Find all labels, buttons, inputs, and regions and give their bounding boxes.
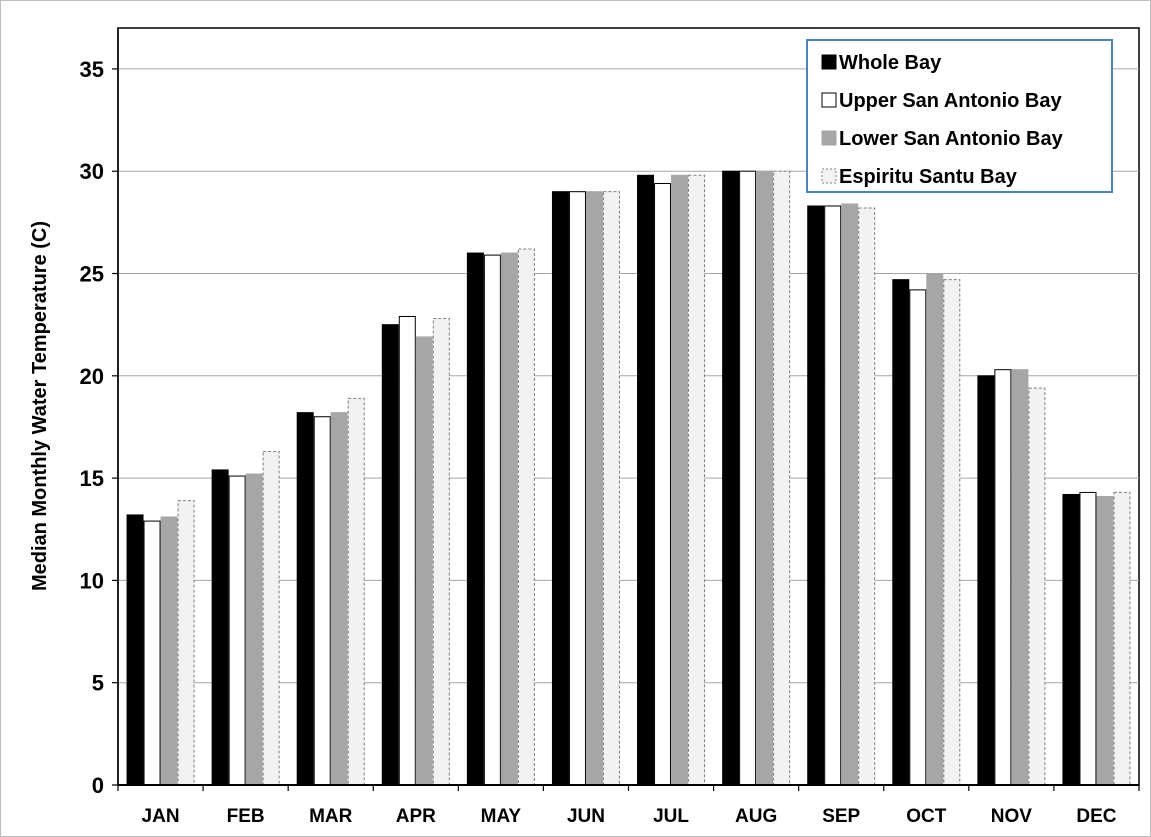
bar-aug-series-2 (739, 170, 757, 786)
bar-dec-series-1 (1062, 493, 1080, 786)
bar-may-series-1 (466, 252, 484, 786)
bar-jun-series-3 (585, 191, 603, 786)
bar-aug-series-3 (756, 170, 774, 786)
bar-sep-series-4 (858, 207, 876, 786)
x-tick-label: JUL (653, 806, 689, 827)
bar-jan-series-1 (126, 514, 144, 786)
y-tick-label: 0 (92, 773, 104, 798)
legend-label: Lower San Antonio Bay (839, 128, 1064, 150)
bar-jul-series-1 (637, 174, 655, 786)
x-tick-label: FEB (227, 806, 265, 827)
y-tick-label: 20 (80, 364, 104, 389)
bar-jun-series-2 (568, 191, 586, 786)
x-tick-label: AUG (735, 806, 777, 827)
bar-aug-series-4 (773, 170, 791, 786)
bar-oct-series-3 (926, 273, 944, 786)
bar-nov-series-3 (1011, 369, 1029, 786)
y-tick-label: 15 (80, 466, 104, 491)
x-tick-label: MAY (481, 806, 522, 827)
bar-jul-series-3 (671, 174, 689, 786)
bar-jan-series-2 (143, 520, 161, 786)
bar-mar-series-2 (313, 416, 331, 786)
y-tick-label: 30 (80, 159, 104, 184)
legend-swatch (821, 54, 837, 70)
x-tick-label: OCT (906, 806, 947, 827)
bar-feb-series-1 (211, 469, 229, 786)
bar-jul-series-2 (654, 182, 672, 786)
bar-feb-series-4 (262, 451, 280, 786)
y-tick-label: 5 (92, 671, 104, 696)
bar-jan-series-4 (177, 500, 195, 786)
x-tick-label: JUN (567, 806, 605, 827)
bar-jul-series-4 (688, 174, 706, 786)
bar-dec-series-3 (1096, 496, 1114, 786)
y-tick-label: 10 (80, 568, 104, 593)
bar-oct-series-4 (943, 279, 961, 786)
bar-jun-series-1 (551, 191, 569, 786)
bar-may-series-3 (500, 252, 518, 786)
x-tick-label: NOV (991, 806, 1033, 827)
legend-swatch (821, 92, 837, 108)
bar-may-series-4 (517, 248, 535, 786)
bar-dec-series-2 (1079, 491, 1097, 786)
legend-box (806, 39, 1113, 193)
bar-apr-series-1 (381, 324, 399, 786)
legend: Whole Bay Upper San Antonio Bay Lower San … (806, 39, 1113, 193)
legend-label: Upper San Antonio Bay (839, 90, 1062, 112)
bar-jan-series-3 (160, 516, 178, 786)
bar-apr-series-4 (432, 318, 450, 786)
legend-swatch (821, 130, 837, 146)
bar-sep-series-1 (807, 205, 825, 786)
x-tick-label: APR (396, 806, 436, 827)
bar-oct-series-2 (909, 289, 927, 786)
bars (126, 170, 1131, 786)
x-tick-label: DEC (1076, 806, 1116, 827)
bar-may-series-2 (483, 254, 501, 786)
y-tick-label: 25 (80, 262, 104, 287)
x-tick-label: SEP (822, 806, 860, 827)
bar-oct-series-1 (892, 279, 910, 786)
axes (117, 28, 1140, 791)
y-tick-label: 35 (80, 57, 104, 82)
legend-label: Espiritu Santu Bay (839, 166, 1018, 188)
bar-jun-series-4 (602, 191, 620, 786)
x-tick-label: MAR (309, 806, 353, 827)
bar-nov-series-4 (1028, 387, 1046, 786)
bar-apr-series-2 (398, 315, 416, 786)
y-axis-label: Median Monthly Water Temperature (C) (29, 221, 51, 591)
y-tick-labels: 0 5 10 15 20 25 30 35 (80, 57, 118, 798)
bar-feb-series-2 (228, 475, 246, 786)
bar-dec-series-4 (1113, 491, 1131, 786)
bar-mar-series-3 (330, 412, 348, 786)
grid-lines (118, 68, 1139, 684)
bar-mar-series-1 (296, 412, 314, 786)
bar-sep-series-2 (824, 205, 842, 786)
bar-aug-series-1 (722, 170, 740, 786)
legend-label: Whole Bay (839, 52, 942, 74)
x-tick-labels: JAN FEB MAR APR MAY JUN JUL AUG SEP OCT NOV DEC (142, 806, 1117, 827)
x-tick-label: JAN (142, 806, 180, 827)
bar-nov-series-2 (994, 369, 1012, 786)
bar-sep-series-3 (841, 203, 859, 786)
bar-mar-series-4 (347, 397, 365, 786)
bar-apr-series-3 (415, 336, 433, 786)
legend-swatch (821, 168, 837, 184)
bar-nov-series-1 (977, 375, 995, 786)
bar-feb-series-3 (245, 473, 263, 786)
